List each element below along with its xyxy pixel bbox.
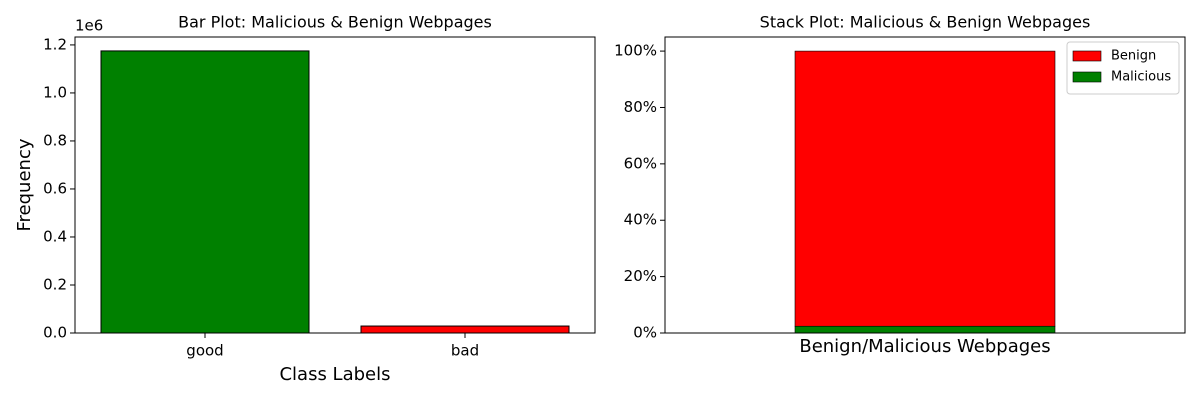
y-tick-label: 80% bbox=[624, 98, 657, 116]
x-axis-label: Benign/Malicious Webpages bbox=[799, 336, 1050, 357]
y-axis-label: Frequency bbox=[14, 138, 35, 231]
y-tick-label: 0.4 bbox=[43, 227, 67, 245]
axes-frame bbox=[74, 36, 596, 334]
bar bbox=[360, 325, 570, 334]
legend-label: Malicious bbox=[1111, 70, 1171, 85]
x-tick-label: good bbox=[186, 342, 223, 360]
y-tick-label: 1.0 bbox=[43, 83, 67, 101]
chart-title: Bar Plot: Malicious & Benign Webpages bbox=[178, 13, 492, 32]
bar-segment bbox=[794, 325, 1056, 334]
y-tick-label: 1.2 bbox=[43, 35, 67, 53]
y-tick-label: 0.2 bbox=[43, 275, 67, 293]
axes-frame bbox=[664, 36, 1186, 334]
bar-segment bbox=[794, 50, 1056, 327]
x-axis-label: Class Labels bbox=[279, 364, 390, 385]
y-tick-label: 60% bbox=[624, 154, 657, 172]
y-tick-label: 0.6 bbox=[43, 179, 67, 197]
x-tick-label: bad bbox=[451, 342, 479, 360]
y-tick-label: 40% bbox=[624, 211, 657, 229]
y-tick-label: 0.0 bbox=[43, 324, 67, 342]
y-tick-label: 20% bbox=[624, 267, 657, 285]
legend-swatch bbox=[1072, 71, 1102, 83]
legend-label: Benign bbox=[1111, 49, 1156, 64]
y-tick-label: 0.8 bbox=[43, 131, 67, 149]
bar bbox=[100, 50, 310, 334]
legend-swatch bbox=[1072, 50, 1102, 62]
offset-text: 1e6 bbox=[75, 17, 103, 35]
y-tick-label: 0% bbox=[633, 324, 657, 342]
y-tick-label: 100% bbox=[614, 42, 657, 60]
chart-title: Stack Plot: Malicious & Benign Webpages bbox=[760, 13, 1091, 32]
